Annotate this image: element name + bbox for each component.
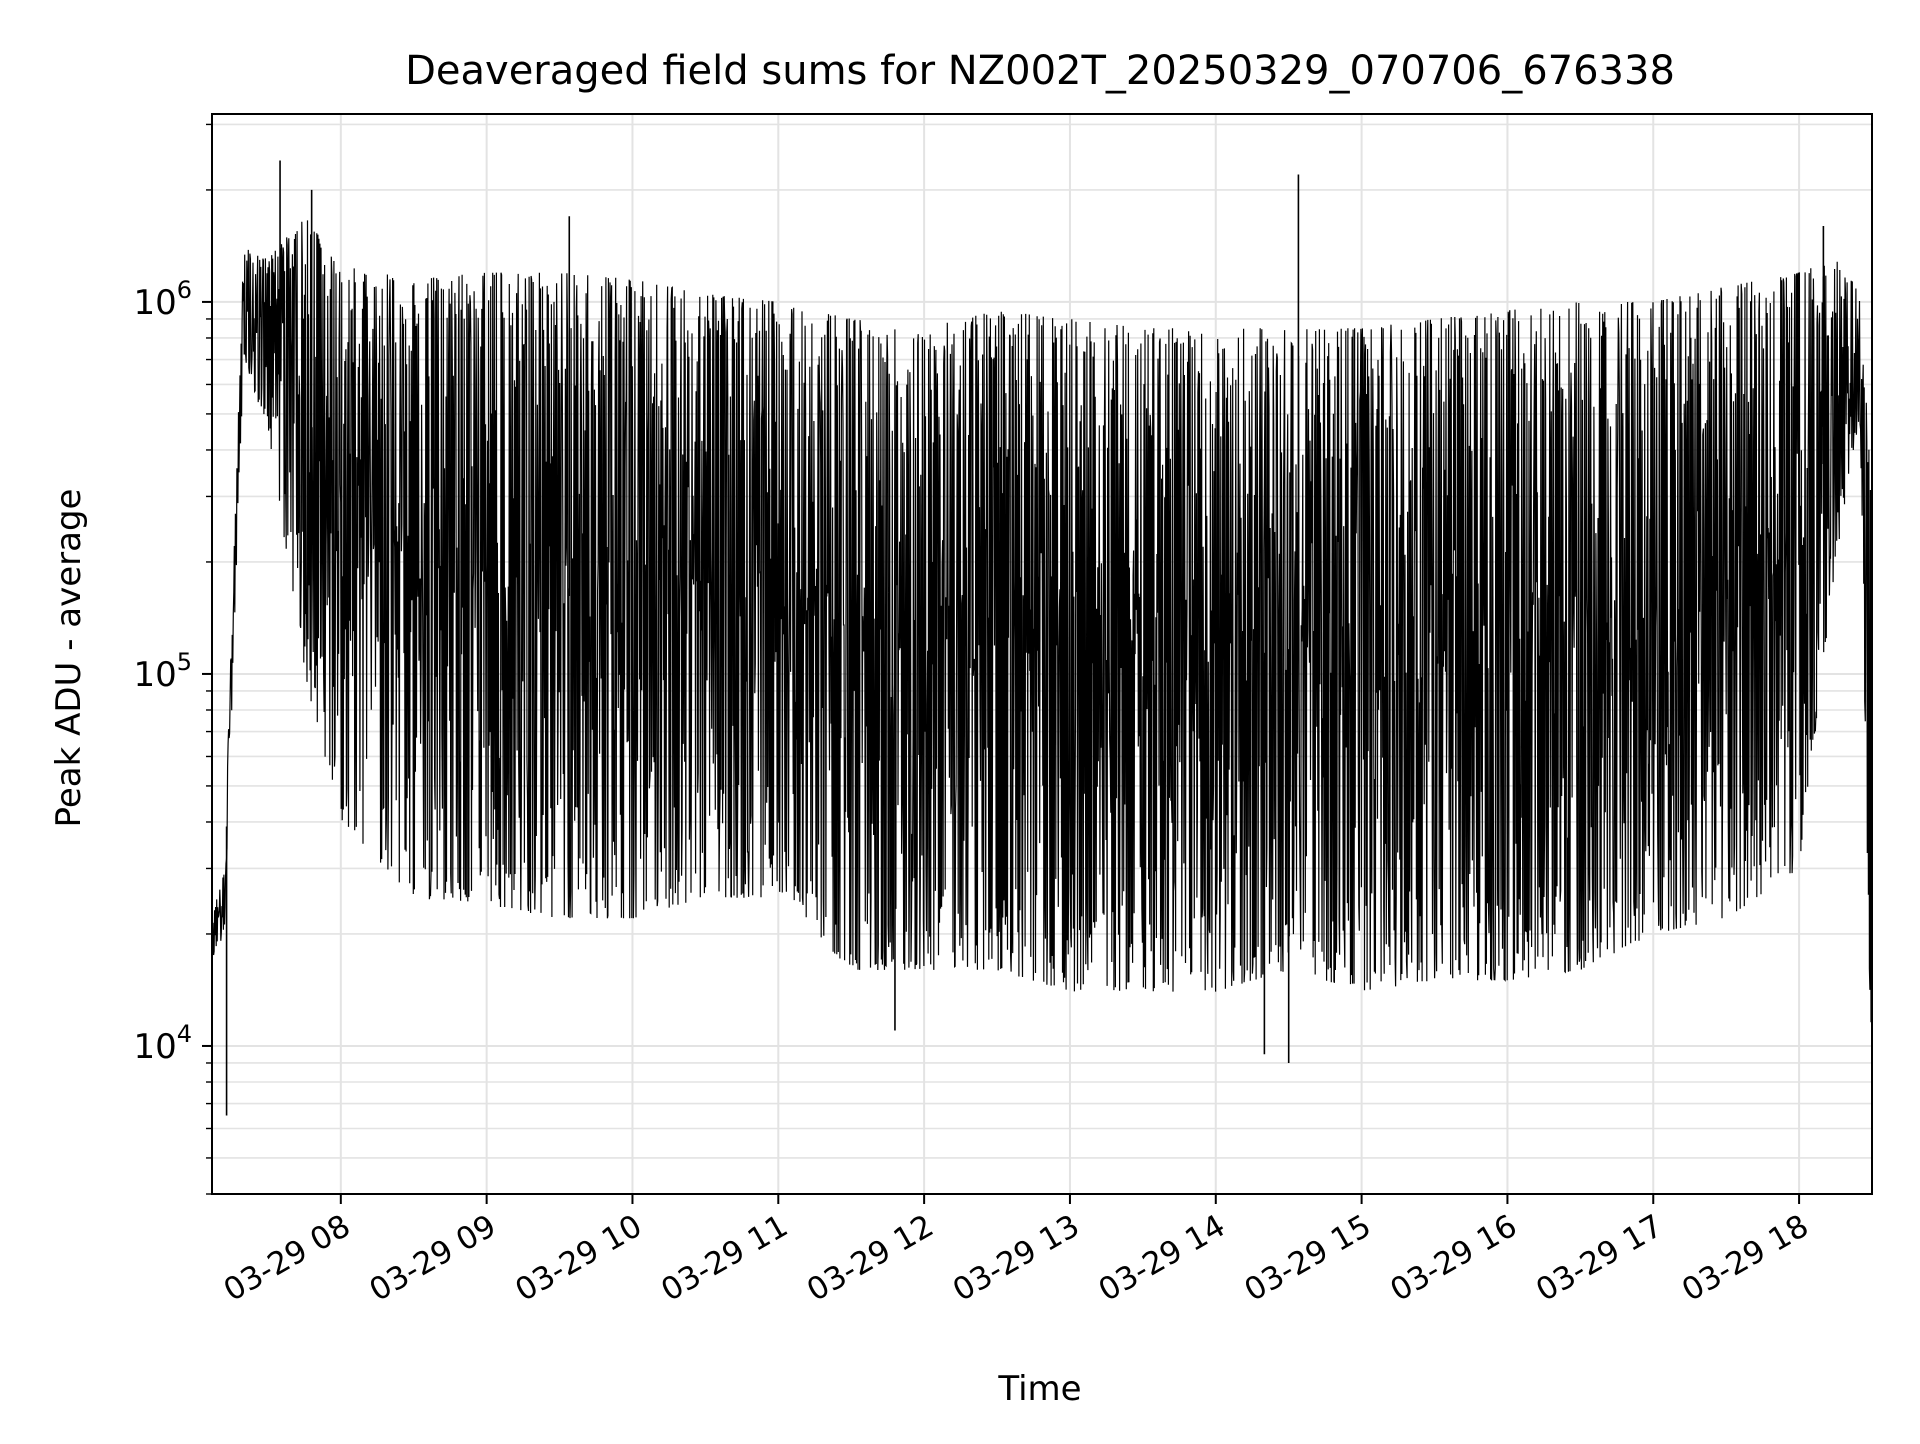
y-axis-label: Peak ADU - average <box>49 489 89 828</box>
y-tick-label: 104 <box>133 1020 192 1067</box>
y-tick-base: 10 <box>133 655 176 695</box>
data-series <box>211 160 1873 1116</box>
x-axis-label: Time <box>997 1369 1081 1409</box>
series-line <box>211 220 1873 1069</box>
y-tick-exponent: 6 <box>177 276 192 304</box>
y-tick-base: 10 <box>133 283 176 323</box>
y-tick-label: 106 <box>133 276 192 323</box>
y-tick-exponent: 5 <box>177 648 192 676</box>
y-tick-exponent: 4 <box>177 1020 192 1048</box>
plot-frame <box>211 113 1873 1195</box>
y-tick-base: 10 <box>133 1027 176 1067</box>
y-tick-label: 105 <box>133 648 192 695</box>
chart-title: Deaveraged field sums for NZ002T_2025032… <box>405 48 1675 94</box>
